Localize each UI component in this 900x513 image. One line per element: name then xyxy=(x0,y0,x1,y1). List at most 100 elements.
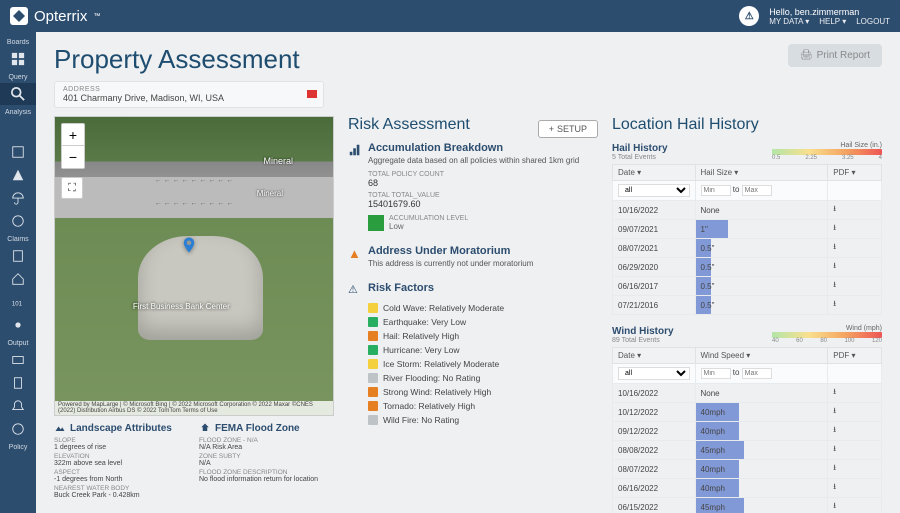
download-icon[interactable]: ⭳ xyxy=(828,498,882,513)
menu-logout[interactable]: LOGOUT xyxy=(856,17,890,26)
min-input[interactable] xyxy=(701,185,731,196)
table-row: 08/08/2022 45mph ⭳ xyxy=(613,441,882,460)
download-icon[interactable]: ⭳ xyxy=(828,277,882,296)
table-row: 09/12/2022 40mph ⭳ xyxy=(613,422,882,441)
history-table: Date ▾Hail Size ▾PDF ▾ all to 10/16/2022… xyxy=(612,164,882,315)
zoom-in-button[interactable]: + xyxy=(62,124,84,146)
sb-boards-label: Boards xyxy=(7,36,29,47)
risk-factors-title: Risk Factors xyxy=(368,282,434,294)
download-icon[interactable]: ⭳ xyxy=(828,220,882,239)
date-filter[interactable]: all xyxy=(618,367,690,380)
address-flag-icon xyxy=(307,90,317,98)
col-header[interactable]: Wind Speed ▾ xyxy=(695,348,828,364)
sb-output-2[interactable] xyxy=(0,372,36,394)
attr-item: ELEVATION322m above sea level xyxy=(54,453,189,467)
menu-help[interactable]: HELP ▾ xyxy=(819,17,846,26)
sb-output-bell[interactable] xyxy=(0,395,36,417)
col-header[interactable]: Date ▾ xyxy=(613,165,696,181)
sb-claims-4[interactable] xyxy=(0,314,36,336)
risk-item: Wild Fire: No Rating xyxy=(368,413,598,427)
download-icon[interactable]: ⭳ xyxy=(828,296,882,315)
map-building xyxy=(138,236,263,340)
sb-output-1[interactable] xyxy=(0,349,36,371)
zoom-out-button[interactable]: − xyxy=(62,146,84,168)
download-icon[interactable]: ⭳ xyxy=(828,479,882,498)
menu-mydata[interactable]: MY DATA ▾ xyxy=(769,17,809,26)
col-header[interactable]: PDF ▾ xyxy=(828,165,882,181)
table-row: 06/16/2017 0.5" ⭳ xyxy=(613,277,882,296)
attr-item: NEAREST WATER BODYBuck Creek Park - 0.42… xyxy=(54,485,189,499)
attr-item: ZONE SUBTYN/A xyxy=(199,453,334,467)
min-input[interactable] xyxy=(701,368,731,379)
print-button[interactable]: 🖨 Print Report xyxy=(788,44,882,67)
sb-analysis-3[interactable] xyxy=(0,164,36,186)
sb-analysis-1[interactable] xyxy=(0,118,36,140)
risk-item: Strong Wind: Relatively High xyxy=(368,385,598,399)
download-icon[interactable]: ⭳ xyxy=(828,384,882,403)
risk-factors-icon: ⚠ xyxy=(348,283,362,297)
table-row: 06/16/2022 40mph ⭳ xyxy=(613,479,882,498)
address-label: ADDRESS xyxy=(63,86,315,93)
download-icon[interactable]: ⭳ xyxy=(828,460,882,479)
risk-item: River Flooding: No Rating xyxy=(368,371,598,385)
sb-output-4[interactable] xyxy=(0,418,36,440)
table-row: 07/21/2016 0.5" ⭳ xyxy=(613,296,882,315)
sb-claims-home[interactable] xyxy=(0,268,36,290)
download-icon[interactable]: ⭳ xyxy=(828,201,882,220)
table-row: 09/07/2021 1" ⭳ xyxy=(613,220,882,239)
sb-boards[interactable] xyxy=(0,48,36,70)
sb-claims-3[interactable]: 101 xyxy=(0,291,36,313)
warning-icon: ▲ xyxy=(348,246,362,260)
table-row: 06/29/2020 0.5" ⭳ xyxy=(613,258,882,277)
svg-text:101: 101 xyxy=(12,301,23,308)
date-filter[interactable]: all xyxy=(618,184,690,197)
hist-subtitle: 5 Total Events xyxy=(612,154,668,161)
sb-claims-1[interactable] xyxy=(0,245,36,267)
acc-level-swatch xyxy=(368,215,384,231)
download-icon[interactable]: ⭳ xyxy=(828,441,882,460)
download-icon[interactable]: ⭳ xyxy=(828,403,882,422)
alert-icon[interactable]: ⚠ xyxy=(739,6,759,26)
risk-item: Earthquake: Very Low xyxy=(368,315,598,329)
download-icon[interactable]: ⭳ xyxy=(828,422,882,441)
map-attribution: Powered by MapLarge | © Microsoft Bing |… xyxy=(55,401,333,415)
hist-subtitle: 89 Total Events xyxy=(612,337,674,344)
topbar: Opterrix™ ⚠ Hello, ben.zimmerman MY DATA… xyxy=(0,0,900,32)
hist-title: Hail History xyxy=(612,143,668,154)
sb-claims-label: Claims xyxy=(7,233,28,244)
sb-analysis-label: Analysis xyxy=(5,106,31,117)
brand-name: Opterrix xyxy=(34,8,87,25)
risk-item: Ice Storm: Relatively Moderate xyxy=(368,357,598,371)
main: Property Assessment 🖨 Print Report ADDRE… xyxy=(36,32,900,513)
download-icon[interactable]: ⭳ xyxy=(828,258,882,277)
sb-policy-label: Policy xyxy=(9,441,28,452)
user-box: ⚠ Hello, ben.zimmerman MY DATA ▾ HELP ▾ … xyxy=(739,6,890,26)
risk-item: Tornado: Relatively High xyxy=(368,399,598,413)
accumulation-icon xyxy=(348,143,362,157)
col-header[interactable]: Date ▾ xyxy=(613,348,696,364)
flood-title: FEMA Flood Zone xyxy=(199,422,334,434)
landscape-title: Landscape Attributes xyxy=(54,422,189,434)
map[interactable]: Mineral Mineral First Business Bank Cent… xyxy=(54,116,334,416)
table-row: 08/07/2021 0.5" ⭳ xyxy=(613,239,882,258)
download-icon[interactable]: ⭳ xyxy=(828,239,882,258)
col-header[interactable]: Hail Size ▾ xyxy=(695,165,828,181)
max-input[interactable] xyxy=(742,185,772,196)
col-header[interactable]: PDF ▾ xyxy=(828,348,882,364)
setup-button[interactable]: +SETUP xyxy=(538,120,598,138)
logo-icon xyxy=(10,7,28,25)
map-street-label: Mineral xyxy=(263,156,293,166)
moratorium-desc: This address is currently not under mora… xyxy=(368,259,533,268)
print-icon: 🖨 xyxy=(800,50,813,61)
sb-analysis-umbrella[interactable] xyxy=(0,187,36,209)
max-input[interactable] xyxy=(742,368,772,379)
sb-analysis-2[interactable] xyxy=(0,141,36,163)
sidebar: Boards Query Analysis Claims 101 Output … xyxy=(0,32,36,513)
risk-title: Risk Assessment xyxy=(348,116,470,134)
map-fullscreen-button[interactable]: ⛶ xyxy=(61,177,83,199)
table-row: 06/15/2022 45mph ⭳ xyxy=(613,498,882,513)
sb-query[interactable] xyxy=(0,83,36,105)
sb-analysis-5[interactable] xyxy=(0,210,36,232)
hist-title: Wind History xyxy=(612,326,674,337)
legend: Wind (mph) 406080100120 xyxy=(772,325,882,344)
